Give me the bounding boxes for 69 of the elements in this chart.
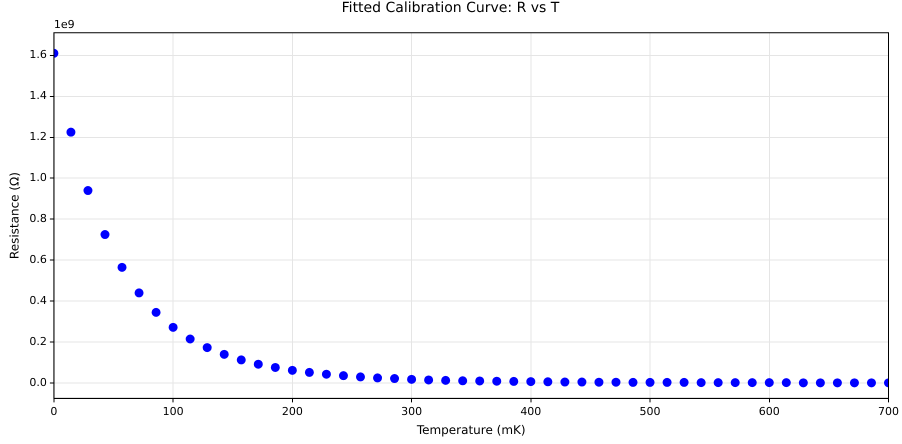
point — [492, 376, 502, 386]
y-axis-title: Resistance (Ω) — [7, 172, 22, 260]
point — [424, 375, 434, 384]
point — [356, 372, 365, 382]
point — [134, 288, 144, 298]
y-tick-label: 1.6 — [29, 48, 47, 62]
point — [83, 186, 92, 196]
point — [782, 378, 791, 388]
point — [646, 378, 655, 387]
point — [696, 378, 706, 388]
chart-title: Fitted Calibration Curve: R vs T — [342, 0, 560, 16]
point — [526, 377, 536, 386]
point — [850, 378, 859, 388]
x-tick-label: 400 — [520, 404, 542, 418]
text: 1e9 — [54, 18, 75, 32]
point — [118, 262, 127, 272]
point — [628, 378, 638, 387]
x-tick-label: 600 — [758, 404, 780, 418]
x-tick-label: 100 — [162, 404, 184, 418]
y-tick-label: 0.4 — [29, 294, 47, 307]
point — [390, 374, 400, 384]
y-tick-label: 0.2 — [29, 334, 47, 348]
point — [100, 230, 110, 240]
point — [509, 376, 518, 386]
point — [730, 378, 740, 388]
point — [764, 378, 774, 388]
x-tick-label: 700 — [878, 404, 899, 418]
point — [407, 374, 416, 384]
y-tick-label: 0.0 — [29, 376, 47, 389]
point — [441, 376, 450, 385]
x-tick-label: 0 — [50, 404, 58, 418]
point — [236, 355, 246, 364]
point — [458, 376, 468, 386]
point — [611, 378, 620, 387]
x-tick-label: 500 — [640, 404, 661, 418]
point — [270, 362, 280, 372]
point — [254, 360, 263, 369]
y-tick-label: 1.2 — [29, 130, 47, 144]
point — [594, 378, 604, 387]
point — [338, 371, 348, 380]
y-tick-label: 1.0 — [29, 171, 47, 184]
y-tick-label: 0.8 — [29, 212, 47, 226]
point — [288, 366, 297, 375]
point — [168, 322, 178, 332]
point — [748, 378, 757, 388]
point — [373, 373, 382, 382]
point — [66, 128, 76, 137]
point — [866, 378, 876, 388]
y-tick-label: 0.6 — [29, 253, 47, 266]
x-tick-label: 200 — [282, 404, 303, 418]
y-tick-label: 1.4 — [29, 89, 47, 102]
x-axis-title: Temperature (mK) — [416, 422, 526, 437]
x-tick-label: 300 — [401, 404, 422, 418]
point — [152, 308, 161, 317]
point — [816, 378, 825, 388]
point — [662, 378, 672, 387]
point — [577, 378, 586, 387]
point — [304, 368, 314, 377]
point — [680, 378, 689, 387]
point — [220, 350, 229, 359]
point — [475, 376, 484, 386]
point — [202, 343, 212, 352]
point — [832, 378, 842, 388]
point — [798, 378, 808, 388]
point — [186, 334, 195, 344]
point — [543, 377, 552, 386]
point — [560, 378, 570, 387]
point — [714, 378, 723, 388]
point — [322, 370, 331, 379]
